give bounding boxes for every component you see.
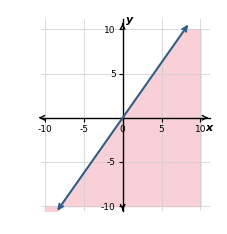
Text: x: x (205, 123, 212, 133)
Text: y: y (125, 15, 133, 25)
